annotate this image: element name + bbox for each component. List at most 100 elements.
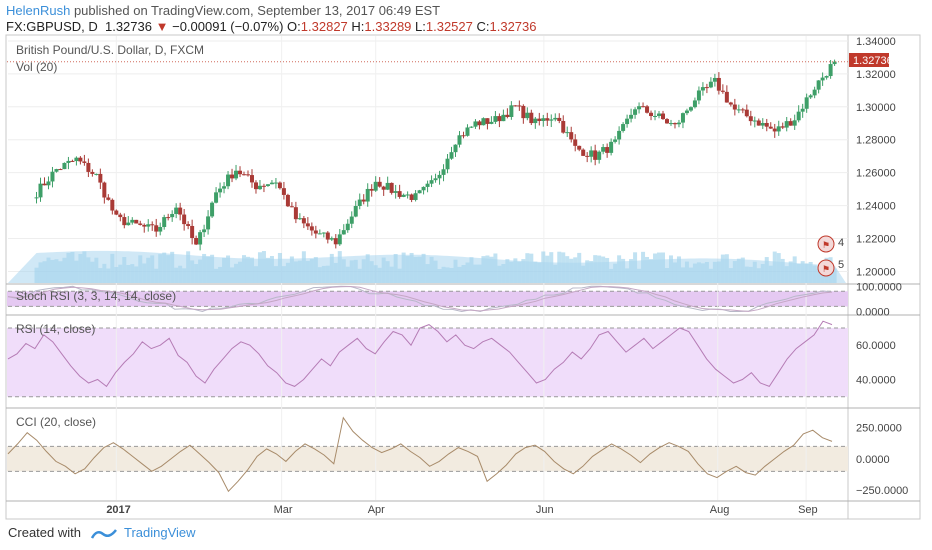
cci-band	[7, 446, 848, 472]
event-badge-5[interactable]: ⚑ 5	[817, 259, 844, 277]
candle-body	[828, 64, 833, 77]
candle-body	[226, 174, 231, 187]
candle-body	[409, 194, 414, 200]
candle-body	[621, 124, 626, 131]
candle-body	[170, 213, 175, 218]
candle-body	[716, 77, 721, 91]
candle-body	[724, 91, 729, 103]
candle-body	[661, 113, 666, 120]
down-arrow-icon: ▼	[155, 19, 169, 34]
high-label: H:	[351, 19, 365, 34]
candle-body	[58, 169, 63, 171]
candle-body	[633, 109, 638, 115]
tradingview-link[interactable]: TradingView	[124, 525, 196, 540]
published-text: published on TradingView.com, September …	[73, 3, 441, 18]
high-value: 1.33289	[364, 19, 412, 34]
candle-body	[202, 229, 207, 233]
time-tick-label: Apr	[368, 504, 385, 516]
candle-body	[218, 188, 223, 193]
candle-body	[573, 139, 578, 146]
candle-body	[238, 170, 243, 175]
event-badge-4[interactable]: ⚑ 4	[817, 235, 844, 253]
close-value: 1.32736	[489, 19, 537, 34]
candle-body	[214, 192, 219, 203]
candle-body	[349, 216, 354, 224]
candle-body	[696, 90, 701, 101]
low-value: 1.32527	[425, 19, 473, 34]
candle-body	[377, 181, 382, 187]
candle-body	[664, 119, 669, 124]
candle-body	[405, 194, 410, 196]
candle-body	[385, 182, 390, 190]
candle-body	[345, 223, 350, 231]
candle-body	[768, 126, 773, 129]
candle-body	[261, 185, 266, 187]
candle-body	[800, 108, 805, 112]
candle-body	[804, 97, 809, 109]
candle-body	[453, 144, 458, 153]
candle-body	[437, 174, 442, 179]
candle-body	[245, 174, 250, 176]
author-link[interactable]: HelenRush	[6, 3, 71, 18]
candle-body	[684, 110, 689, 114]
candle-body	[222, 186, 227, 189]
candle-body	[700, 87, 705, 91]
candle-body	[158, 226, 163, 232]
candle-body	[206, 216, 211, 230]
price-tick-label: 1.32000	[856, 69, 896, 81]
candle-body	[285, 194, 290, 207]
candle-body	[784, 121, 789, 128]
indicator-axes: 0.0000 100.0000 40.0000 60.0000 −250.0000 0.0…	[856, 281, 908, 497]
candle-body	[365, 188, 370, 202]
candle-body	[429, 180, 434, 184]
candle-body	[297, 218, 302, 220]
candle-body	[812, 89, 817, 96]
candle-body	[549, 119, 554, 121]
event-badge-5-label: 5	[838, 259, 844, 271]
candle-body	[569, 132, 574, 140]
candle-body	[589, 150, 594, 157]
event-badge-4-label: 4	[838, 237, 844, 249]
candle-body	[130, 219, 135, 223]
price-tick-label: 1.34000	[856, 36, 896, 48]
candle-body	[78, 157, 83, 162]
candle-body	[605, 147, 610, 153]
candle-body	[820, 77, 825, 81]
candle-body	[521, 105, 526, 119]
candle-body	[692, 100, 697, 108]
price-axis: 1.20000 1.22000 1.24000 1.26000 1.28000 1.300…	[856, 36, 896, 279]
candle-body	[680, 113, 685, 123]
candle-body	[525, 112, 530, 119]
stoch-pane-title: Stoch RSI (3, 3, 14, 14, close)	[16, 289, 176, 303]
candle-body	[321, 232, 326, 234]
candle-body	[265, 184, 270, 187]
candle-body	[617, 130, 622, 140]
candle-body	[333, 238, 338, 245]
rsi-tick-label: 40.0000	[856, 375, 896, 387]
candle-body	[609, 141, 614, 153]
time-tick-label: 2017	[106, 504, 130, 516]
candle-body	[94, 173, 99, 175]
candle-body	[676, 122, 681, 125]
candle-body	[230, 174, 235, 179]
candle-body	[142, 224, 147, 227]
candle-body	[357, 199, 362, 206]
candle-body	[190, 225, 195, 238]
candle-body	[732, 104, 737, 110]
price-tick-label: 1.26000	[856, 168, 896, 180]
candle-body	[273, 182, 278, 184]
candle-body	[537, 118, 542, 121]
candle-body	[74, 157, 79, 162]
candle-body	[553, 117, 558, 120]
candle-body	[712, 77, 717, 82]
candle-body	[772, 128, 777, 132]
candle-body	[82, 161, 87, 163]
price-tick-label: 1.22000	[856, 234, 896, 246]
candle-body	[154, 225, 159, 232]
rsi-tick-label: 60.0000	[856, 340, 896, 352]
candle-body	[473, 121, 478, 127]
candle-body	[629, 114, 634, 119]
candle-body	[497, 116, 502, 122]
candle-body	[788, 121, 793, 126]
